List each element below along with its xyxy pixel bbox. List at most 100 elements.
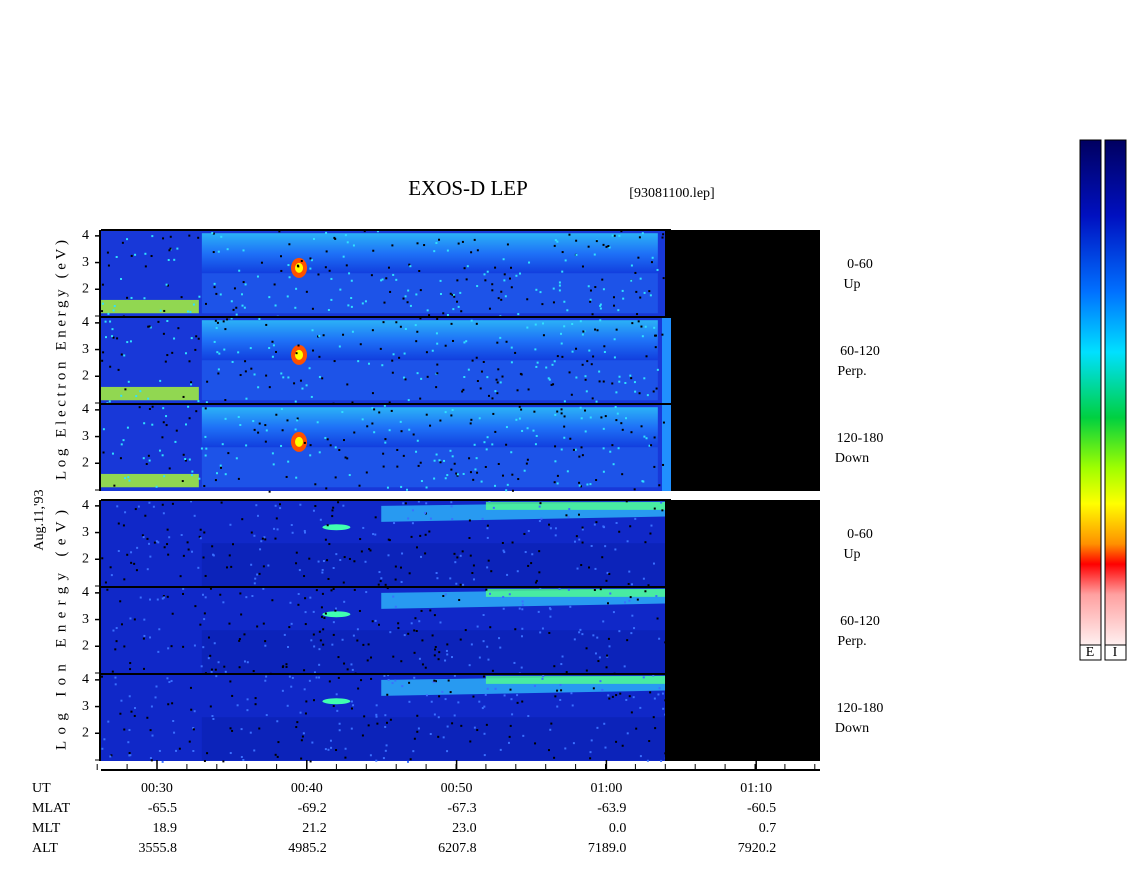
noise-pixel [578,455,581,458]
noise-pixel [290,622,293,625]
noise-pixel [404,502,407,505]
noise-pixel [443,459,446,462]
flux-region [201,630,666,673]
colorbar-box [1104,644,1127,661]
noise-pixel [571,704,574,707]
noise-pixel [382,321,385,324]
noise-pixel [321,377,324,380]
noise-pixel [317,560,320,563]
noise-pixel [528,261,531,264]
noise-pixel [359,343,362,346]
noise-pixel [560,448,563,451]
noise-pixel [148,501,151,504]
noise-pixel [171,612,174,615]
noise-pixel [101,283,104,286]
noise-pixel [621,473,624,476]
noise-pixel [129,668,132,671]
noise-pixel [525,462,528,465]
no-data [665,674,820,761]
noise-pixel [294,306,297,309]
noise-pixel [166,319,169,322]
noise-pixel [436,317,439,320]
noise-pixel [612,463,615,466]
noise-pixel [556,705,559,708]
noise-pixel [126,341,129,344]
flux-region [201,233,658,274]
noise-pixel [634,271,637,274]
noise-pixel [128,729,131,732]
noise-pixel [325,250,328,253]
noise-pixel [172,719,175,722]
noise-pixel [280,408,283,411]
noise-pixel [654,727,657,730]
noise-pixel [442,312,445,315]
noise-pixel [503,551,506,554]
noise-pixel [556,410,559,413]
noise-pixel [413,629,416,632]
noise-pixel [589,300,592,303]
row-value: 7189.0 [588,841,627,856]
noise-pixel [436,577,439,580]
noise-pixel [491,397,494,400]
noise-pixel [434,645,437,648]
noise-pixel [439,621,442,624]
noise-pixel [242,281,245,284]
noise-pixel [545,366,548,369]
row-name: MLT [32,821,61,836]
noise-pixel [639,277,642,280]
noise-pixel [241,304,244,307]
noise-pixel [339,288,342,291]
noise-pixel [630,632,633,635]
noise-pixel [139,390,142,393]
noise-pixel [151,734,154,737]
noise-pixel [304,611,307,614]
noise-pixel [470,319,473,322]
noise-pixel [237,477,240,480]
noise-pixel [243,306,246,309]
file-name: [93081100.lep] [629,186,714,201]
noise-pixel [315,676,318,679]
noise-pixel [182,645,185,648]
noise-pixel [392,655,395,658]
noise-pixel [552,301,555,304]
noise-pixel [463,267,466,270]
noise-pixel [602,288,605,291]
noise-pixel [217,661,220,664]
noise-pixel [618,530,621,533]
noise-pixel [290,685,293,688]
noise-pixel [252,420,255,423]
noise-pixel [521,603,524,606]
noise-pixel [344,456,347,459]
noise-pixel [449,691,452,694]
noise-pixel [417,500,420,503]
noise-pixel [312,633,315,636]
noise-pixel [628,599,631,602]
noise-pixel [603,722,606,725]
noise-pixel [109,365,112,368]
noise-pixel [276,755,279,758]
noise-pixel [438,238,441,241]
noise-pixel [389,718,392,721]
noise-pixel [429,424,432,427]
noise-pixel [184,459,187,462]
noise-pixel [286,704,289,707]
noise-pixel [553,756,556,759]
noise-pixel [414,324,417,327]
noise-pixel [421,663,424,666]
edge-strip [662,317,671,404]
noise-pixel [378,411,381,414]
noise-pixel [331,515,334,518]
noise-pixel [363,230,366,233]
noise-pixel [342,581,345,584]
noise-pixel [350,279,353,282]
noise-pixel [242,758,245,761]
noise-pixel [129,662,132,665]
noise-pixel [391,359,394,362]
noise-pixel [169,247,172,250]
noise-pixel [309,444,312,447]
noise-pixel [353,431,356,434]
noise-pixel [322,628,325,631]
noise-pixel [148,459,151,462]
noise-pixel [197,236,200,239]
noise-pixel [276,720,279,723]
